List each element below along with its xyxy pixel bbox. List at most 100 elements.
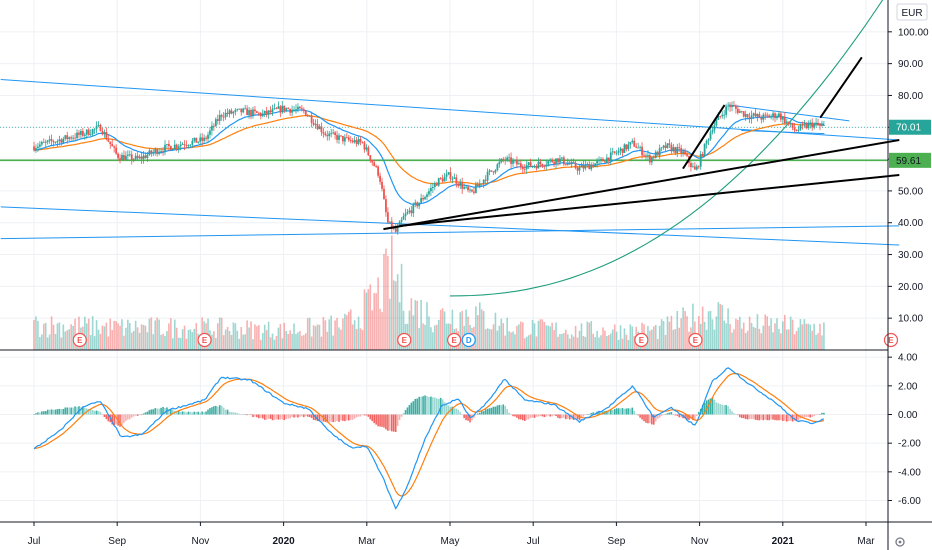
candle-body xyxy=(271,108,274,113)
volume-bar xyxy=(737,319,739,350)
volume-bar xyxy=(705,329,708,350)
candle-body xyxy=(168,143,170,147)
macd-hist-bar xyxy=(525,414,528,420)
macd-hist-bar xyxy=(205,411,207,415)
black-trend-line[interactable] xyxy=(682,104,726,170)
volume-bar xyxy=(557,336,559,350)
currency-label[interactable]: EUR xyxy=(896,3,928,21)
time-tick-label: Nov xyxy=(691,536,709,547)
drawings[interactable] xyxy=(0,0,900,297)
volume-bar xyxy=(166,331,168,350)
trend-line[interactable] xyxy=(741,129,825,135)
event-marker[interactable]: E xyxy=(447,332,462,348)
event-marker[interactable]: E xyxy=(634,332,649,348)
last-price-tag-bg xyxy=(889,119,931,135)
macd-hist-bar xyxy=(523,414,526,422)
candle-body xyxy=(246,108,249,116)
event-marker[interactable]: E xyxy=(688,332,703,348)
trend-line[interactable] xyxy=(0,206,900,246)
macd-hist-bar xyxy=(580,414,583,417)
black-trend-line[interactable] xyxy=(383,139,900,231)
volume-bar xyxy=(52,324,55,350)
event-marker[interactable]: E xyxy=(72,332,87,348)
candle-body xyxy=(623,144,626,153)
macd-hist-bar xyxy=(547,414,550,416)
candle-body xyxy=(64,135,67,139)
macd-hist-bar xyxy=(351,414,354,420)
macd-hist-bar xyxy=(742,414,745,419)
macd-hist-bar xyxy=(752,414,755,419)
volume-bar xyxy=(373,293,376,350)
event-label: E xyxy=(402,336,408,345)
macd-hist-bar xyxy=(582,414,585,417)
volume-bar xyxy=(160,334,162,350)
volume-bar xyxy=(764,314,767,350)
macd-tick-label: -4.00 xyxy=(898,467,921,478)
macd-hist-bar xyxy=(283,414,286,421)
macd-hist-bar xyxy=(371,414,374,422)
candle-body xyxy=(101,131,104,135)
macd-hist-bar xyxy=(545,414,548,417)
candle-body xyxy=(185,145,188,146)
trend-line[interactable] xyxy=(0,225,900,240)
candle-body xyxy=(74,137,76,139)
candle-body xyxy=(318,126,321,130)
growth-curve[interactable] xyxy=(449,0,887,297)
candle-body xyxy=(103,132,106,135)
volume-bar xyxy=(304,333,307,350)
event-marker[interactable]: E xyxy=(397,332,412,348)
volume-bar xyxy=(312,325,315,350)
event-circle xyxy=(688,332,703,348)
volume-bar xyxy=(617,339,620,350)
event-marker[interactable]: E xyxy=(883,332,899,348)
trend-line[interactable] xyxy=(728,104,850,122)
black-trend-line[interactable] xyxy=(819,56,863,119)
candle-body xyxy=(441,178,444,182)
macd-hist-bar xyxy=(801,414,804,418)
candle-body xyxy=(738,111,741,113)
drawings-front[interactable] xyxy=(383,56,900,231)
volume-bar xyxy=(582,335,585,350)
volume-bar xyxy=(144,325,147,350)
candle-body xyxy=(731,105,733,108)
candle-body xyxy=(754,113,757,117)
volume-bar xyxy=(162,333,164,350)
candle-body xyxy=(760,117,763,120)
macd-hist-bar xyxy=(514,414,516,417)
gear-icon[interactable] xyxy=(895,537,905,547)
macd-hist-bar xyxy=(338,414,340,422)
volume-bar xyxy=(758,328,761,350)
event-label: E xyxy=(77,336,83,345)
macd-hist-bar xyxy=(191,412,194,415)
macd-hist-bar xyxy=(664,413,667,415)
macd-hist-bar xyxy=(222,407,225,415)
volume-bar xyxy=(170,318,172,350)
trend-line[interactable] xyxy=(0,79,900,141)
macd-hist-bar xyxy=(600,412,602,415)
time-axis[interactable]: Jul Sep Nov 2020 Mar May Jul Sep Nov 2021 Mar xyxy=(28,522,876,547)
volume-bar xyxy=(281,338,284,350)
macd-hist-bar xyxy=(549,414,551,417)
candle-body xyxy=(336,135,338,140)
macd-hist-bar xyxy=(387,414,389,431)
event-marker[interactable]: D xyxy=(461,332,476,348)
macd-hist-bar xyxy=(574,414,577,420)
macd-hist-bar xyxy=(557,414,559,418)
macd-hist-bar xyxy=(80,407,82,415)
time-tick-label: Jul xyxy=(28,536,41,547)
event-marker[interactable]: E xyxy=(197,332,212,348)
macd-hist-bar xyxy=(344,414,346,422)
candle-body xyxy=(426,194,428,198)
event-label: E xyxy=(639,336,645,345)
macd-hist-bar xyxy=(615,408,618,415)
macd-axis[interactable]: 4.00 2.00 0.00 -2.00 -4.00 -6.00 xyxy=(888,353,921,507)
last-price-tag-text: 70.01 xyxy=(896,123,921,134)
volume-bar xyxy=(260,339,262,350)
volume-bar xyxy=(803,319,806,350)
volume-bar xyxy=(709,310,712,350)
volume-bar xyxy=(733,329,735,350)
volume-bar xyxy=(234,323,237,350)
black-trend-line[interactable] xyxy=(399,174,900,227)
candle-body xyxy=(752,113,755,116)
